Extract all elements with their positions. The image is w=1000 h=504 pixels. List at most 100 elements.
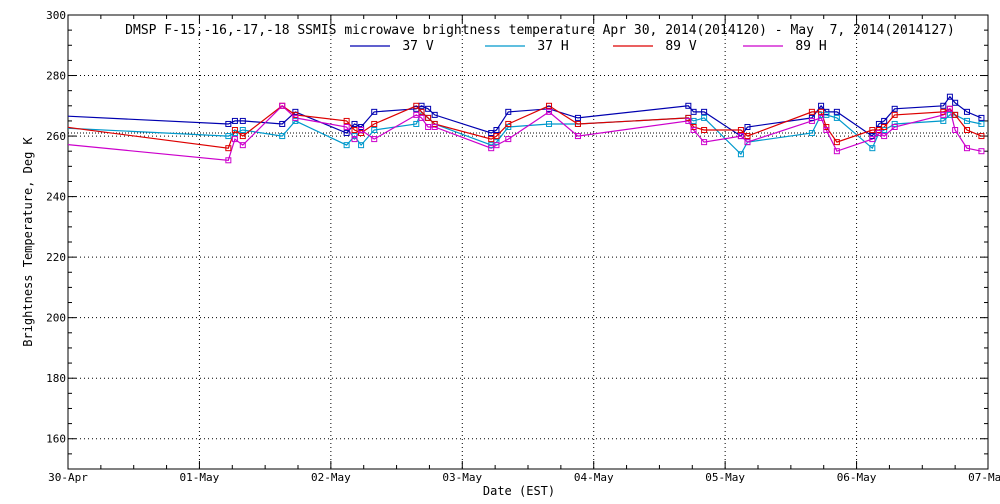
y-tick-label-180: 180 [46, 372, 66, 385]
x-axis-label: Date (EST) [483, 484, 555, 498]
data-point-89-h [231, 136, 238, 143]
data-point-37-v [371, 108, 378, 115]
legend-label-89-v: 89 V [665, 39, 696, 54]
data-point-37-h [225, 133, 232, 140]
data-point-89-h [488, 145, 495, 152]
data-point-89-v [875, 127, 882, 134]
data-point-89-h [940, 111, 947, 118]
data-point-37-h [869, 145, 876, 152]
data-point-37-h [351, 133, 358, 140]
data-point-89-v [231, 127, 238, 134]
data-point-89-v [701, 127, 708, 134]
data-point-89-h [808, 117, 815, 124]
data-point-89-h [818, 114, 825, 121]
data-point-37-h [231, 130, 238, 137]
data-point-89-v [343, 117, 350, 124]
data-point-37-v [425, 105, 432, 112]
data-point-89-v [371, 120, 378, 127]
data-point-37-h [493, 139, 500, 146]
data-point-89-v [488, 136, 495, 143]
data-point-89-h [431, 123, 438, 130]
x-tick-label-6: 06-May [837, 471, 877, 484]
data-point-89-h [413, 111, 420, 118]
data-point-89-v [431, 120, 438, 127]
y-tick-label-200: 200 [46, 312, 66, 325]
data-point-89-h [737, 133, 744, 140]
data-point-89-v [239, 133, 246, 140]
data-point-37-h [292, 117, 299, 124]
data-point-89-h [343, 123, 350, 130]
x-tick-label-4: 04-May [574, 471, 614, 484]
y-axis-label: Brightness Temperature, Deg K [21, 136, 35, 346]
data-point-89-h [574, 133, 581, 140]
data-point-89-h [946, 105, 953, 112]
grid-lines [68, 15, 988, 469]
data-point-89-h [869, 136, 876, 143]
data-point-89-v [493, 133, 500, 140]
x-tick-label-5: 05-May [705, 471, 745, 484]
y-tick-label-240: 240 [46, 191, 66, 204]
data-point-37-v [881, 117, 888, 124]
data-point-89-h [881, 133, 888, 140]
data-point-89-h [546, 108, 553, 115]
data-point-89-v [869, 127, 876, 134]
data-point-89-v [952, 111, 959, 118]
legend-label-37-h: 37 H [537, 39, 568, 54]
data-point-37-v [239, 117, 246, 124]
data-point-89-h [371, 136, 378, 143]
data-point-37-v [343, 130, 350, 137]
data-point-89-v [425, 114, 432, 121]
data-point-89-v [505, 120, 512, 127]
data-point-89-v [418, 108, 425, 115]
data-point-37-h [505, 123, 512, 130]
chart-title: DMSP F-15,-16,-17,-18 SSMIS microwave br… [125, 23, 955, 38]
legend-label-37-v: 37 V [402, 39, 433, 54]
data-point-89-h [744, 139, 751, 146]
data-point-89-v [891, 111, 898, 118]
data-point-37-h [737, 151, 744, 158]
data-point-89-h [425, 123, 432, 130]
data-point-37-h [978, 120, 985, 127]
data-point-89-h [685, 117, 692, 124]
legend-label-89-h: 89 H [795, 39, 826, 54]
x-tick-label-7: 07-May [968, 471, 1000, 484]
data-point-89-v [413, 102, 420, 109]
data-point-89-v [685, 114, 692, 121]
data-point-37-v [505, 108, 512, 115]
data-point-89-v [823, 123, 830, 130]
data-point-37-v [946, 93, 953, 100]
data-point-37-h [343, 142, 350, 149]
data-point-37-v [225, 120, 232, 127]
data-point-37-v [546, 105, 553, 112]
data-point-89-v [963, 127, 970, 134]
data-point-89-v [690, 123, 697, 130]
data-point-37-v [818, 102, 825, 109]
data-point-37-h [808, 130, 815, 137]
x-tick-label-2: 02-May [311, 471, 351, 484]
data-point-37-v [574, 114, 581, 121]
data-point-37-v [869, 133, 876, 140]
data-point-89-h [978, 148, 985, 155]
data-point-37-v [690, 108, 697, 115]
data-point-89-h [292, 114, 299, 121]
data-point-89-h [823, 127, 830, 134]
series-line-89-v [68, 105, 982, 149]
data-point-37-h [371, 127, 378, 134]
y-tick-label-260: 260 [46, 130, 66, 143]
data-point-37-h [823, 111, 830, 118]
data-point-37-v [431, 111, 438, 118]
data-point-89-v [744, 133, 751, 140]
data-point-37-v [744, 123, 751, 130]
data-point-37-h [963, 117, 970, 124]
data-point-37-v [292, 108, 299, 115]
data-point-89-v [978, 133, 985, 140]
data-point-89-v [833, 139, 840, 146]
y-tick-label-160: 160 [46, 433, 66, 446]
data-point-89-v [881, 123, 888, 130]
data-point-89-v [940, 108, 947, 115]
data-point-89-v [358, 130, 365, 137]
data-point-37-v [940, 102, 947, 109]
